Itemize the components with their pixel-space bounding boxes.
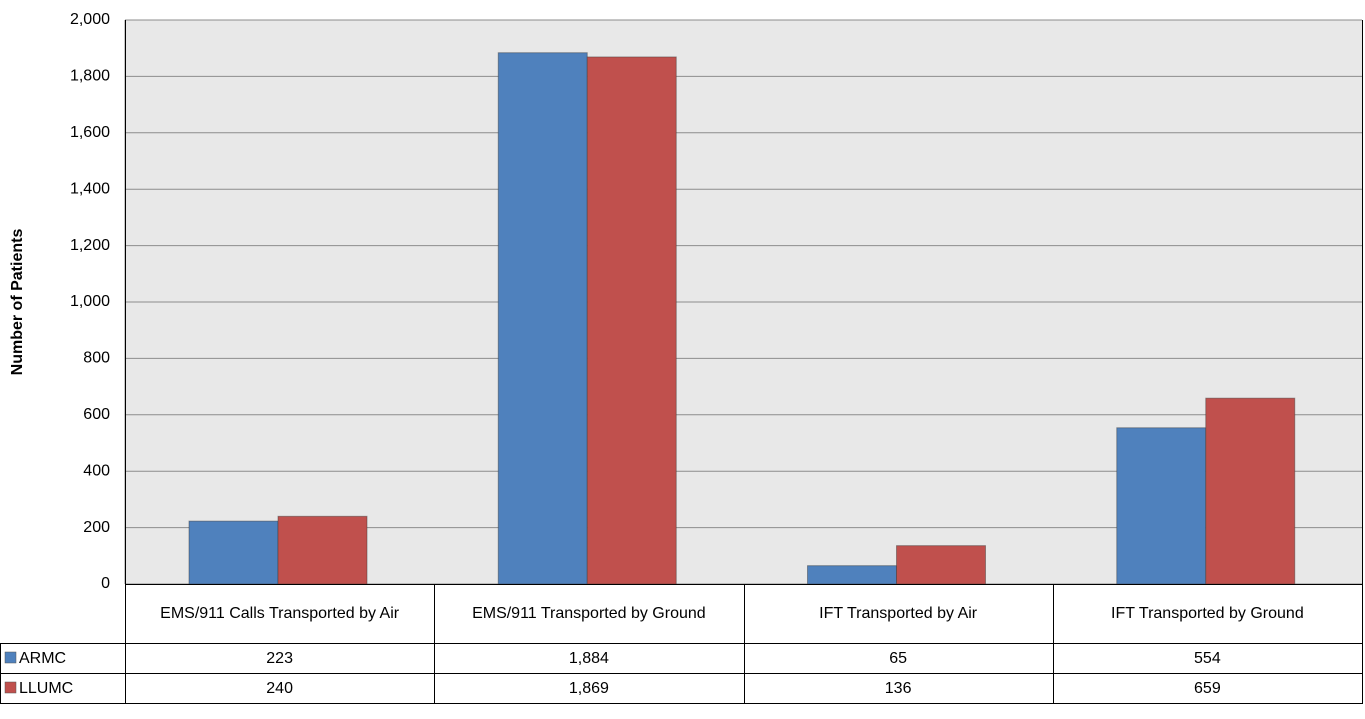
- y-tick-label: 1,400: [70, 180, 110, 197]
- y-tick-label: 1,800: [70, 68, 110, 85]
- table-value: 1,869: [569, 680, 609, 697]
- table-value: 554: [1194, 650, 1221, 667]
- bar: [586, 56, 677, 585]
- category-cell: EMS/911 Calls Transported by Air: [160, 604, 400, 622]
- bar: [497, 52, 588, 585]
- y-tick-label: 800: [83, 350, 110, 367]
- y-tick-label: 0: [101, 575, 110, 592]
- category-cell: IFT Transported by Air: [819, 604, 978, 622]
- x-tick-label: EMS/911 Calls Transported by Air: [160, 604, 400, 622]
- y-tick-label: 1,600: [70, 124, 110, 141]
- bar: [277, 515, 368, 585]
- legend-label: ARMC: [19, 650, 66, 667]
- table-value: 136: [885, 680, 912, 697]
- table-value: 240: [266, 680, 293, 697]
- category-cell: IFT Transported by Ground: [1111, 604, 1304, 622]
- legend-label: LLUMC: [19, 680, 73, 697]
- x-tick-label: EMS/911 Transported by Ground: [472, 604, 706, 622]
- y-tick-label: 1,200: [70, 237, 110, 254]
- y-axis-label: Number of Patients: [9, 229, 26, 376]
- y-tick-label: 400: [83, 462, 110, 479]
- bar: [1205, 397, 1296, 585]
- table-value: 659: [1194, 680, 1221, 697]
- table-value: 1,884: [569, 650, 609, 667]
- y-tick-label: 600: [83, 406, 110, 423]
- x-tick-label: IFT Transported by Air: [819, 604, 978, 622]
- bar: [188, 520, 279, 585]
- legend-swatch: [4, 651, 17, 664]
- x-tick-label: IFT Transported by Ground: [1111, 604, 1304, 622]
- category-cell: EMS/911 Transported by Ground: [472, 604, 706, 622]
- y-tick-label: 1,000: [70, 293, 110, 310]
- legend-swatch: [4, 681, 17, 694]
- y-tick-label: 2,000: [70, 11, 110, 28]
- table-value: 223: [266, 650, 293, 667]
- bar: [807, 565, 897, 585]
- bar: [896, 545, 986, 585]
- table-value: 65: [889, 650, 907, 667]
- bar: [1116, 427, 1207, 585]
- y-tick-label: 200: [83, 519, 110, 536]
